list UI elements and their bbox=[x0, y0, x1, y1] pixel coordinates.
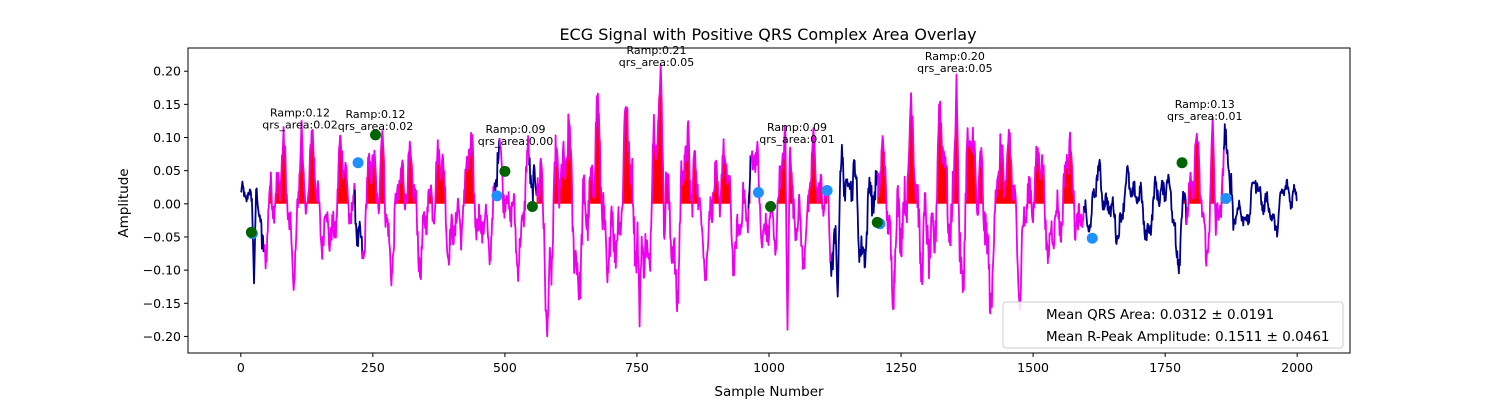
qrs-segment-line bbox=[263, 120, 356, 291]
peak-annotations: Ramp:0.12qrs_area:0.02Ramp:0.12qrs_area:… bbox=[262, 44, 1242, 148]
x-tick-label: 1500 bbox=[1017, 360, 1049, 375]
peak-annotation-ramp: Ramp:0.21 bbox=[626, 44, 686, 57]
legend-entry-r-peak: Mean R-Peak Amplitude: 0.1511 ± 0.0461 bbox=[1046, 329, 1330, 345]
peak-annotation-area: qrs_area:0.05 bbox=[619, 56, 694, 69]
s-point-marker bbox=[526, 200, 538, 212]
peak-annotation-area: qrs_area:0.00 bbox=[478, 135, 553, 148]
ecg-baseline-line bbox=[829, 143, 879, 298]
y-axis-ticks: −0.20 −0.15 −0.10 −0.05 0.00 0.05 0.10 0.15 0.20 bbox=[143, 64, 188, 344]
y-tick-label: −0.10 bbox=[143, 263, 181, 278]
peak-annotation-ramp: Ramp:0.09 bbox=[485, 123, 545, 136]
legend-entry-qrs-area: Mean QRS Area: 0.0312 ± 0.0191 bbox=[1046, 307, 1274, 323]
x-tick-label: 1250 bbox=[885, 360, 917, 375]
qrs-markers bbox=[245, 129, 1232, 244]
peak-annotation-ramp: Ramp:0.20 bbox=[925, 50, 985, 63]
s-point-marker bbox=[370, 129, 382, 141]
peak-annotation-area: qrs_area:0.05 bbox=[917, 62, 992, 75]
x-tick-label: 1000 bbox=[753, 360, 785, 375]
y-tick-label: −0.05 bbox=[143, 229, 181, 244]
legend: Mean QRS Area: 0.0312 ± 0.0191 Mean R-Pe… bbox=[1002, 301, 1344, 349]
s-point-marker bbox=[871, 216, 883, 228]
chart-title: ECG Signal with Positive QRS Complex Are… bbox=[559, 25, 976, 44]
x-tick-label: 2000 bbox=[1281, 360, 1313, 375]
peak-annotation-ramp: Ramp:0.12 bbox=[270, 107, 330, 120]
legend-box bbox=[1002, 301, 1344, 349]
x-axis-ticks: 0 250 500 750 1000 1250 1500 1750 2000 bbox=[237, 353, 1313, 375]
s-point-marker bbox=[1176, 157, 1188, 169]
ecg-lines bbox=[240, 63, 1298, 338]
y-tick-label: 0.20 bbox=[153, 64, 181, 79]
s-point-marker bbox=[245, 226, 257, 238]
x-tick-label: 1750 bbox=[1149, 360, 1181, 375]
y-axis-label: Amplitude bbox=[116, 168, 132, 237]
q-point-marker bbox=[352, 157, 364, 169]
ecg-baseline-line bbox=[528, 157, 538, 202]
s-point-marker bbox=[499, 165, 511, 177]
peak-annotation-ramp: Ramp:0.12 bbox=[345, 108, 405, 121]
ecg-baseline-line bbox=[1222, 123, 1298, 238]
ecg-baseline-line bbox=[354, 189, 364, 259]
qrs-segment-line bbox=[749, 125, 832, 331]
peak-annotation-area: qrs_area:0.01 bbox=[1167, 110, 1242, 123]
x-axis-label: Sample Number bbox=[714, 384, 824, 400]
peak-annotation-area: qrs_area:0.02 bbox=[338, 120, 413, 133]
q-point-marker bbox=[821, 185, 833, 197]
x-tick-label: 0 bbox=[237, 360, 245, 375]
q-point-marker bbox=[752, 187, 764, 199]
s-point-marker bbox=[765, 200, 777, 212]
y-tick-label: 0.15 bbox=[153, 97, 181, 112]
x-tick-label: 750 bbox=[625, 360, 649, 375]
qrs-segment-line bbox=[1185, 116, 1225, 267]
qrs-segment-line bbox=[361, 130, 496, 287]
peak-annotation-area: qrs_area:0.01 bbox=[759, 133, 834, 146]
peak-annotation-area: qrs_area:0.02 bbox=[262, 119, 337, 132]
q-point-marker bbox=[491, 190, 503, 202]
qrs-area-fill bbox=[1181, 117, 1224, 204]
peak-annotation-ramp: Ramp:0.09 bbox=[767, 121, 827, 134]
qrs-segment-line bbox=[535, 63, 750, 338]
y-tick-label: 0.10 bbox=[153, 130, 181, 145]
ecg-baseline-line bbox=[1082, 158, 1188, 275]
y-tick-label: 0.00 bbox=[153, 196, 181, 211]
y-tick-label: −0.20 bbox=[143, 329, 181, 344]
y-tick-label: 0.05 bbox=[153, 163, 181, 178]
ecg-baseline-line bbox=[494, 138, 501, 192]
y-tick-label: −0.15 bbox=[143, 296, 181, 311]
x-tick-label: 500 bbox=[493, 360, 517, 375]
q-point-marker bbox=[1220, 193, 1232, 205]
peak-annotation-ramp: Ramp:0.13 bbox=[1175, 98, 1235, 111]
ecg-baseline-line bbox=[747, 155, 752, 209]
x-tick-label: 250 bbox=[361, 360, 385, 375]
q-point-marker bbox=[1086, 232, 1098, 244]
qrs-segment-line bbox=[498, 135, 531, 282]
qrs-segment-line bbox=[876, 73, 1085, 315]
